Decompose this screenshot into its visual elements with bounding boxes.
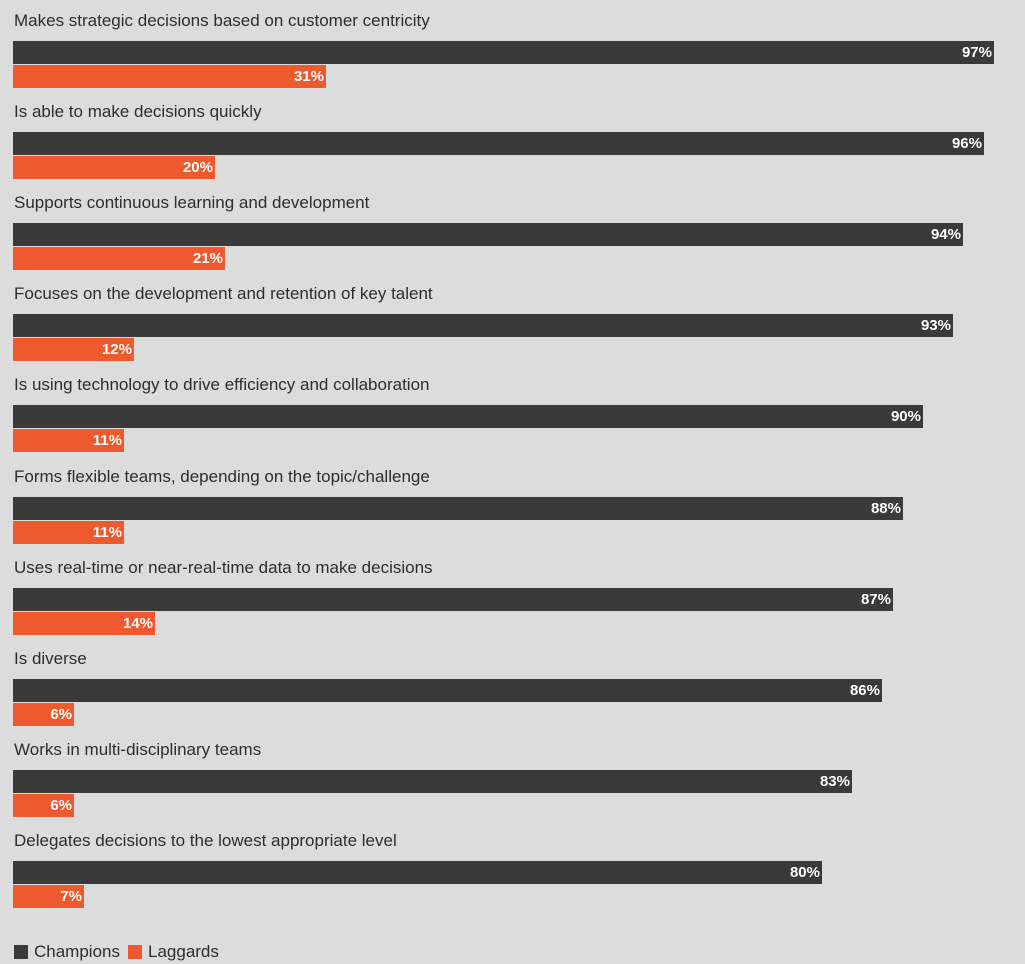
bar-champions: 88%: [13, 496, 903, 520]
data-label-laggards: 11%: [92, 523, 122, 541]
category-label: Delegates decisions to the lowest approp…: [14, 830, 397, 850]
category-group: Supports continuous learning and develop…: [0, 191, 1025, 282]
data-label-champions: 80%: [789, 863, 820, 881]
category-label: Supports continuous learning and develop…: [14, 193, 370, 213]
category-group: Forms flexible teams, depending on the t…: [0, 465, 1025, 556]
category-group: Is able to make decisions quickly 96% 20%: [0, 100, 1025, 191]
data-label-champions: 96%: [951, 135, 982, 153]
data-label-champions: 87%: [860, 590, 891, 608]
legend-label-laggards: Laggards: [148, 942, 219, 961]
data-label-champions: 88%: [870, 499, 901, 517]
data-label-champions: 83%: [819, 772, 850, 790]
category-label: Forms flexible teams, depending on the t…: [14, 466, 430, 486]
bar-champions: 90%: [13, 405, 923, 429]
data-label-laggards: 6%: [50, 796, 72, 814]
category-label: Focuses on the development and retention…: [14, 284, 433, 304]
bar-laggards: 21%: [13, 247, 225, 271]
category-group: Delegates decisions to the lowest approp…: [0, 829, 1025, 920]
bar-champions: 80%: [13, 860, 822, 884]
bar-champions: 96%: [13, 132, 984, 156]
category-group: Works in multi-disciplinary teams 83% 6%: [0, 738, 1025, 829]
data-label-laggards: 21%: [192, 250, 223, 268]
data-label-champions: 94%: [930, 226, 961, 244]
data-label-laggards: 6%: [50, 705, 72, 723]
data-label-laggards: 14%: [122, 614, 153, 632]
category-group: Uses real-time or near-real-time data to…: [0, 556, 1025, 647]
category-label: Is using technology to drive efficiency …: [14, 375, 430, 395]
bar-champions: 93%: [13, 314, 953, 338]
category-group: Focuses on the development and retention…: [0, 282, 1025, 373]
bar-laggards: 20%: [13, 156, 215, 180]
bar-champions: 87%: [13, 587, 893, 611]
bar-laggards: 31%: [13, 65, 326, 88]
legend-label-champions: Champions: [34, 942, 120, 961]
bar-laggards: 7%: [13, 884, 84, 908]
legend-item-laggards: Laggards: [128, 942, 219, 962]
bar-champions: 97%: [13, 41, 994, 64]
data-label-champions: 97%: [961, 44, 992, 61]
legend-swatch-laggards: [128, 945, 142, 959]
category-label: Makes strategic decisions based on custo…: [14, 11, 430, 30]
category-label: Is diverse: [14, 648, 87, 668]
bar-laggards: 11%: [13, 520, 124, 544]
data-label-laggards: 12%: [101, 341, 132, 359]
data-label-laggards: 7%: [60, 887, 82, 905]
bar-champions: 94%: [13, 223, 963, 247]
data-label-laggards: 31%: [293, 68, 324, 85]
category-group: Is using technology to drive efficiency …: [0, 373, 1025, 464]
bar-laggards: 14%: [13, 611, 155, 635]
bar-laggards: 12%: [13, 338, 134, 362]
data-label-laggards: 11%: [92, 432, 122, 450]
legend-item-champions: Champions: [14, 942, 120, 962]
category-label: Works in multi-disciplinary teams: [14, 739, 262, 759]
data-label-champions: 93%: [920, 317, 951, 335]
bar-champions: 86%: [13, 678, 882, 702]
category-group: Is diverse 86% 6%: [0, 647, 1025, 738]
bar-chart: Makes strategic decisions based on custo…: [0, 9, 1025, 920]
legend-swatch-champions: [14, 945, 28, 959]
data-label-champions: 90%: [890, 408, 921, 426]
data-label-laggards: 20%: [182, 159, 213, 177]
bar-laggards: 6%: [13, 702, 74, 726]
category-label: Uses real-time or near-real-time data to…: [14, 557, 433, 577]
legend: Champions Laggards: [14, 942, 227, 962]
bar-champions: 83%: [13, 769, 852, 793]
bar-laggards: 11%: [13, 429, 124, 453]
category-label: Is able to make decisions quickly: [14, 102, 262, 122]
category-group: Makes strategic decisions based on custo…: [0, 9, 1025, 100]
bar-laggards: 6%: [13, 793, 74, 817]
data-label-champions: 86%: [849, 681, 880, 699]
